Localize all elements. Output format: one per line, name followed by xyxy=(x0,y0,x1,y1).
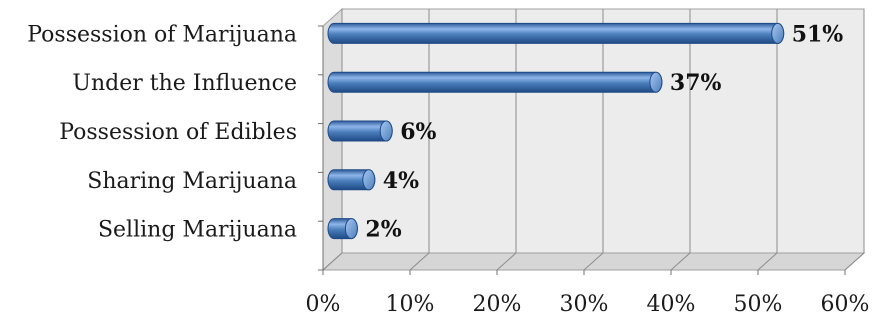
x-tick-label: 40% xyxy=(647,292,696,317)
bar xyxy=(327,71,663,93)
x-tick-label: 60% xyxy=(821,292,870,317)
category-label: Sharing Marijuana xyxy=(87,169,297,194)
floor-gridline xyxy=(670,252,691,271)
floor-gridline xyxy=(844,252,865,271)
data-label: 6% xyxy=(400,119,436,145)
x-tick-label: 10% xyxy=(386,292,435,317)
data-label: 4% xyxy=(383,168,419,194)
data-label: 2% xyxy=(365,217,401,243)
bar-end-cap xyxy=(362,169,376,191)
floor-gridline xyxy=(757,252,778,271)
bar-end-cap xyxy=(379,120,393,142)
bar xyxy=(327,22,785,44)
bar-end-cap xyxy=(771,22,785,44)
x-tick-label: 0% xyxy=(306,292,341,317)
x-tick-label: 50% xyxy=(734,292,783,317)
category-label: Under the Influence xyxy=(72,71,297,96)
floor-gridline xyxy=(496,252,517,271)
category-label: Possession of Marijuana xyxy=(27,22,297,47)
floor-gridline xyxy=(409,252,430,271)
value-axis: 0% 10% 20% 30% 40% 50% 60% xyxy=(306,25,870,317)
data-label: 51% xyxy=(792,21,844,47)
floor-gridline xyxy=(583,252,604,271)
category-label: Possession of Edibles xyxy=(59,120,297,145)
category-label: Selling Marijuana xyxy=(98,218,297,243)
x-tick-label: 20% xyxy=(473,292,522,317)
bar-end-cap xyxy=(649,71,663,93)
floor-gridline xyxy=(322,252,343,271)
gridlines xyxy=(322,9,865,271)
x-tick-label: 30% xyxy=(560,292,609,317)
data-label: 37% xyxy=(670,70,722,96)
bars xyxy=(327,22,785,240)
labels: 51% Possession of Marijuana 37% Under the I… xyxy=(27,21,843,242)
bar-end-cap xyxy=(344,218,358,240)
